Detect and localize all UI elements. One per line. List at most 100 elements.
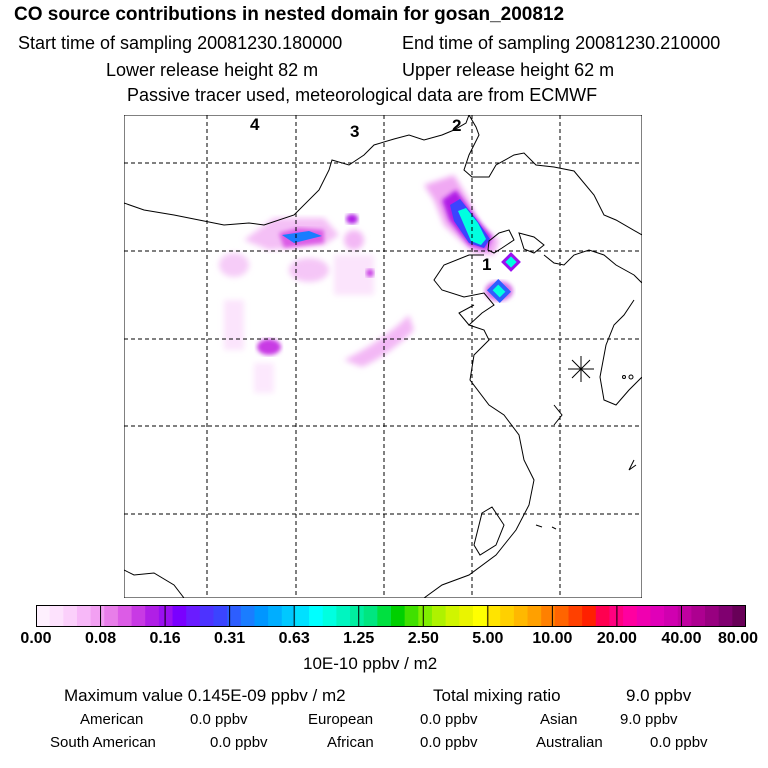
asterisk-icon bbox=[568, 356, 594, 382]
colorbar-swatch bbox=[76, 605, 92, 627]
colorbar-swatch bbox=[718, 605, 733, 627]
colorbar-swatch bbox=[445, 605, 460, 627]
south-american-value: 0.0 ppbv bbox=[210, 734, 268, 751]
colorbar-swatch bbox=[309, 605, 324, 627]
colorbar-units: 10E-10 ppbv / m2 bbox=[303, 654, 438, 673]
lower-release-height: Lower release height 82 m bbox=[106, 60, 319, 80]
colorbar-tick-label: 80.00 bbox=[717, 630, 759, 647]
colorbar-swatch bbox=[431, 605, 447, 627]
colorbar-swatch bbox=[227, 605, 242, 627]
colorbar-swatch bbox=[254, 605, 269, 627]
colorbar-swatch bbox=[117, 605, 133, 627]
colorbar-swatch bbox=[104, 605, 119, 627]
colorbar-swatch bbox=[172, 605, 187, 627]
colorbar-swatch bbox=[418, 605, 433, 627]
colorbar-tick-label: 1.25 bbox=[343, 630, 375, 647]
colorbar-swatch bbox=[527, 605, 542, 627]
colorbar-swatch bbox=[650, 605, 665, 627]
region-label-4: 4 bbox=[250, 115, 260, 134]
colorbar-swatch bbox=[336, 605, 351, 627]
total-mixing-label: Total mixing ratio bbox=[433, 686, 561, 705]
south-american-label: South American bbox=[50, 734, 156, 751]
colorbar-swatch bbox=[350, 605, 365, 627]
american-label: American bbox=[80, 711, 144, 728]
colorbar-swatch bbox=[186, 605, 201, 627]
upper-release-height: Upper release height 62 m bbox=[402, 60, 615, 80]
plume-inland-south bbox=[219, 230, 414, 393]
colorbar-swatch bbox=[677, 605, 692, 627]
colorbar-swatch bbox=[158, 605, 174, 627]
colorbar-swatch bbox=[691, 605, 706, 627]
colorbar-swatch bbox=[145, 605, 160, 627]
african-label: African bbox=[327, 734, 374, 751]
colorbar-swatch bbox=[377, 605, 392, 627]
chart-title: CO source contributions in nested domain… bbox=[14, 4, 565, 25]
region-label-2: 2 bbox=[452, 116, 461, 135]
colorbar-swatch bbox=[636, 605, 652, 627]
colorbar-swatch bbox=[391, 605, 406, 627]
colorbar-swatch bbox=[90, 605, 105, 627]
colorbar-tick-label: 10.00 bbox=[532, 630, 573, 647]
colorbar-swatch bbox=[268, 605, 283, 627]
region-label-1: 1 bbox=[482, 255, 491, 274]
colorbar-tick-label: 0.00 bbox=[20, 630, 52, 647]
colorbar-swatch bbox=[322, 605, 337, 627]
american-value: 0.0 ppbv bbox=[190, 711, 248, 728]
colorbar-swatch bbox=[472, 605, 488, 627]
colorbar-swatch bbox=[295, 605, 310, 627]
map-frame bbox=[124, 115, 642, 598]
colorbar-tick-label: 0.08 bbox=[84, 630, 117, 647]
colorbar-swatch bbox=[131, 605, 146, 627]
asian-value: 9.0 ppbv bbox=[620, 711, 678, 728]
colorbar-swatch bbox=[595, 605, 611, 627]
colorbar-swatch bbox=[36, 605, 51, 627]
region-label-3: 3 bbox=[350, 122, 359, 141]
colorbar-swatch bbox=[582, 605, 597, 627]
colorbar-swatch bbox=[213, 605, 228, 627]
maximum-value: Maximum value 0.145E-09 ppbv / m2 bbox=[64, 686, 346, 705]
colorbar-tick-label: 0.63 bbox=[278, 630, 310, 647]
plume-region-4 bbox=[244, 214, 374, 355]
asian-label: Asian bbox=[540, 711, 578, 728]
african-value: 0.0 ppbv bbox=[420, 734, 478, 751]
colorbar-swatch bbox=[732, 605, 746, 627]
colorbar-swatch bbox=[240, 605, 256, 627]
colorbar-swatch bbox=[199, 605, 215, 627]
colorbar-swatch bbox=[49, 605, 64, 627]
colorbar-swatch bbox=[705, 605, 720, 627]
colorbar-swatch bbox=[404, 605, 419, 627]
colorbar-tick-label: 5.00 bbox=[472, 630, 504, 647]
colorbar-tick-label: 20.00 bbox=[596, 630, 637, 647]
colorbar-tick-label: 2.50 bbox=[407, 630, 439, 647]
plume-near-region-1-south bbox=[485, 278, 513, 304]
end-time: End time of sampling 20081230.210000 bbox=[402, 33, 721, 53]
colorbar-swatch bbox=[664, 605, 679, 627]
colorbar-swatch bbox=[363, 605, 378, 627]
grid-lines bbox=[124, 115, 642, 598]
colorbar-swatch bbox=[486, 605, 501, 627]
australian-value: 0.0 ppbv bbox=[650, 734, 708, 751]
colorbar-swatch bbox=[500, 605, 515, 627]
total-mixing-value: 9.0 ppbv bbox=[626, 686, 692, 705]
australian-label: Australian bbox=[536, 734, 603, 751]
colorbar-swatch bbox=[623, 605, 638, 627]
colorbar-swatch bbox=[541, 605, 556, 627]
european-label: European bbox=[308, 711, 374, 728]
plume-near-region-1-east bbox=[501, 252, 521, 272]
colorbar-tick-label: 40.00 bbox=[661, 630, 702, 647]
plume-near-region-2 bbox=[424, 175, 499, 255]
colorbar-tick-label: 0.31 bbox=[214, 630, 246, 647]
colorbar-swatch bbox=[554, 605, 570, 627]
colorbar-swatch bbox=[459, 605, 474, 627]
colorbar bbox=[36, 605, 746, 627]
colorbar-swatch bbox=[63, 605, 78, 627]
colorbar-frame bbox=[36, 605, 746, 627]
tracer-note: Passive tracer used, meteorological data… bbox=[127, 85, 598, 105]
colorbar-swatch bbox=[513, 605, 529, 627]
map-panel: 1 2 3 4 bbox=[124, 115, 642, 598]
colorbar-tick-label: 0.16 bbox=[149, 630, 181, 647]
start-time: Start time of sampling 20081230.180000 bbox=[18, 33, 343, 53]
colorbar-swatch bbox=[568, 605, 583, 627]
european-value: 0.0 ppbv bbox=[420, 711, 478, 728]
colorbar-swatch bbox=[281, 605, 297, 627]
